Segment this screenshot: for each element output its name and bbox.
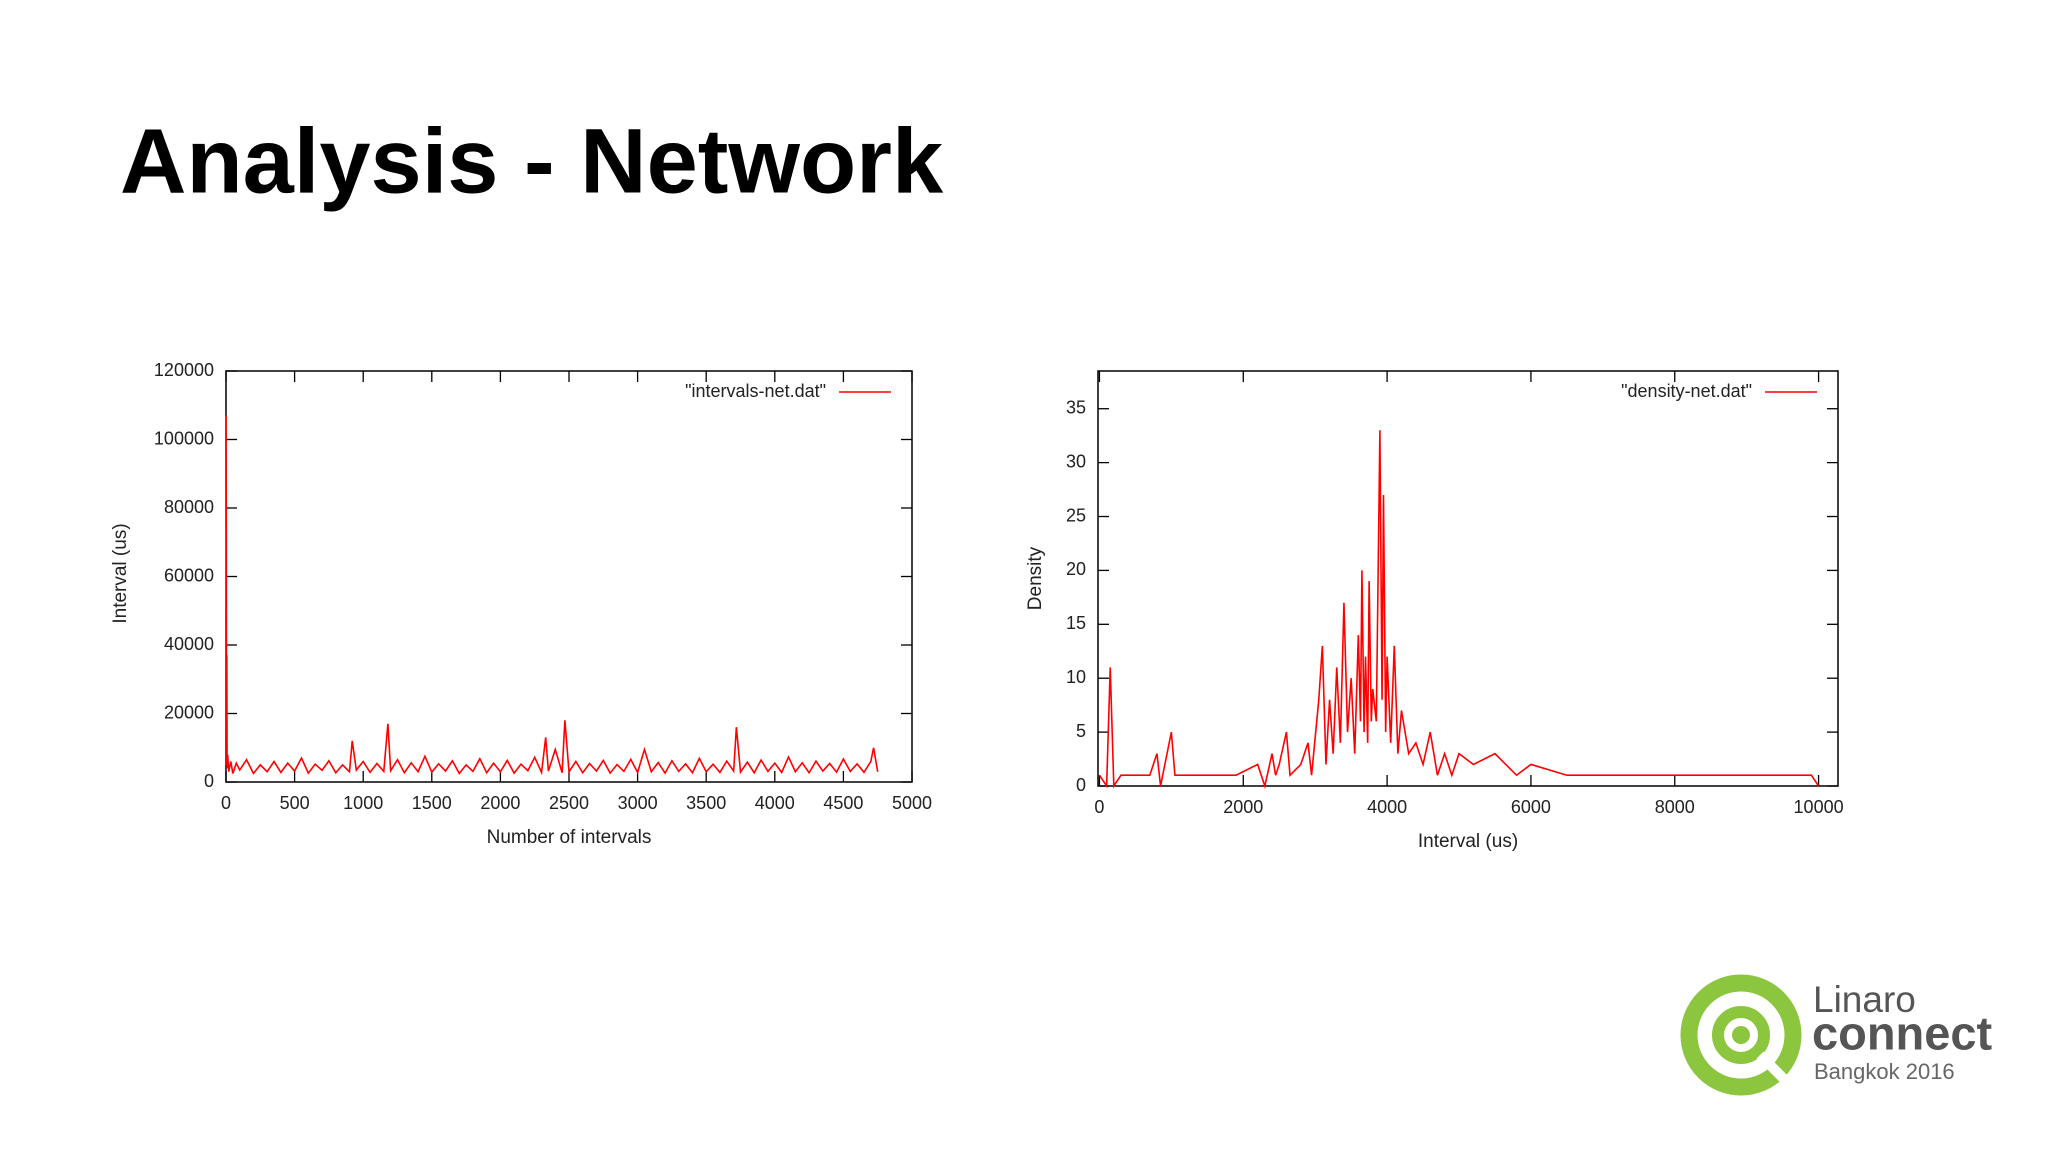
- data-line: [225, 415, 879, 776]
- x-tick-label: 8000: [1655, 797, 1695, 817]
- logo-text: Linaro: [1813, 979, 1916, 1020]
- logo-dot: [1732, 1026, 1750, 1044]
- y-tick-label: 35: [1066, 397, 1086, 417]
- logo-text: connect: [1812, 1006, 1993, 1059]
- slide-title: Analysis - Network: [120, 110, 944, 212]
- x-tick-label: 4500: [823, 793, 863, 813]
- y-tick-label: 30: [1066, 451, 1086, 471]
- x-axis-label: Number of intervals: [487, 827, 652, 848]
- x-tick-label: 0: [221, 793, 231, 813]
- legend-label: "intervals-net.dat": [685, 381, 826, 401]
- x-tick-label: 1000: [343, 793, 383, 813]
- x-tick-label: 3000: [618, 793, 658, 813]
- y-tick-label: 0: [204, 771, 214, 791]
- y-tick-label: 120000: [154, 360, 214, 380]
- x-tick-label: 2000: [1223, 797, 1263, 817]
- y-tick-label: 20: [1066, 559, 1086, 579]
- y-tick-label: 15: [1066, 613, 1086, 633]
- x-axis-label: Interval (us): [1418, 831, 1518, 852]
- x-tick-label: 2000: [480, 793, 520, 813]
- y-tick-label: 40000: [164, 634, 214, 654]
- y-tick-label: 25: [1066, 505, 1086, 525]
- x-tick-label: 5000: [892, 793, 932, 813]
- logo-text: Bangkok 2016: [1814, 1059, 1955, 1084]
- logo-ring: [1712, 1006, 1770, 1064]
- data-line: [1098, 430, 1820, 789]
- y-tick-label: 0: [1076, 775, 1086, 795]
- x-tick-label: 3500: [686, 793, 726, 813]
- y-tick-label: 20000: [164, 702, 214, 722]
- y-tick-label: 10: [1066, 667, 1086, 687]
- x-tick-label: 10000: [1794, 797, 1844, 817]
- y-tick-label: 5: [1076, 721, 1086, 741]
- x-tick-label: 0: [1094, 797, 1104, 817]
- y-tick-label: 100000: [154, 428, 214, 448]
- logo-gap: [1756, 1051, 1794, 1089]
- logo: Linaro connect Bangkok 2016: [1680, 974, 1993, 1096]
- x-tick-label: 6000: [1511, 797, 1551, 817]
- y-axis-label: Density: [1025, 546, 1046, 610]
- x-tick-label: 1500: [412, 793, 452, 813]
- y-tick-label: 80000: [164, 497, 214, 517]
- x-tick-label: 500: [280, 793, 310, 813]
- logo-ring: [1680, 974, 1802, 1096]
- y-tick-label: 60000: [164, 565, 214, 585]
- x-tick-label: 4000: [755, 793, 795, 813]
- y-axis-label: Interval (us): [110, 523, 131, 623]
- x-tick-label: 2500: [549, 793, 589, 813]
- x-tick-label: 4000: [1367, 797, 1407, 817]
- plot-frame: [1097, 370, 1839, 787]
- legend-label: "density-net.dat": [1621, 381, 1752, 401]
